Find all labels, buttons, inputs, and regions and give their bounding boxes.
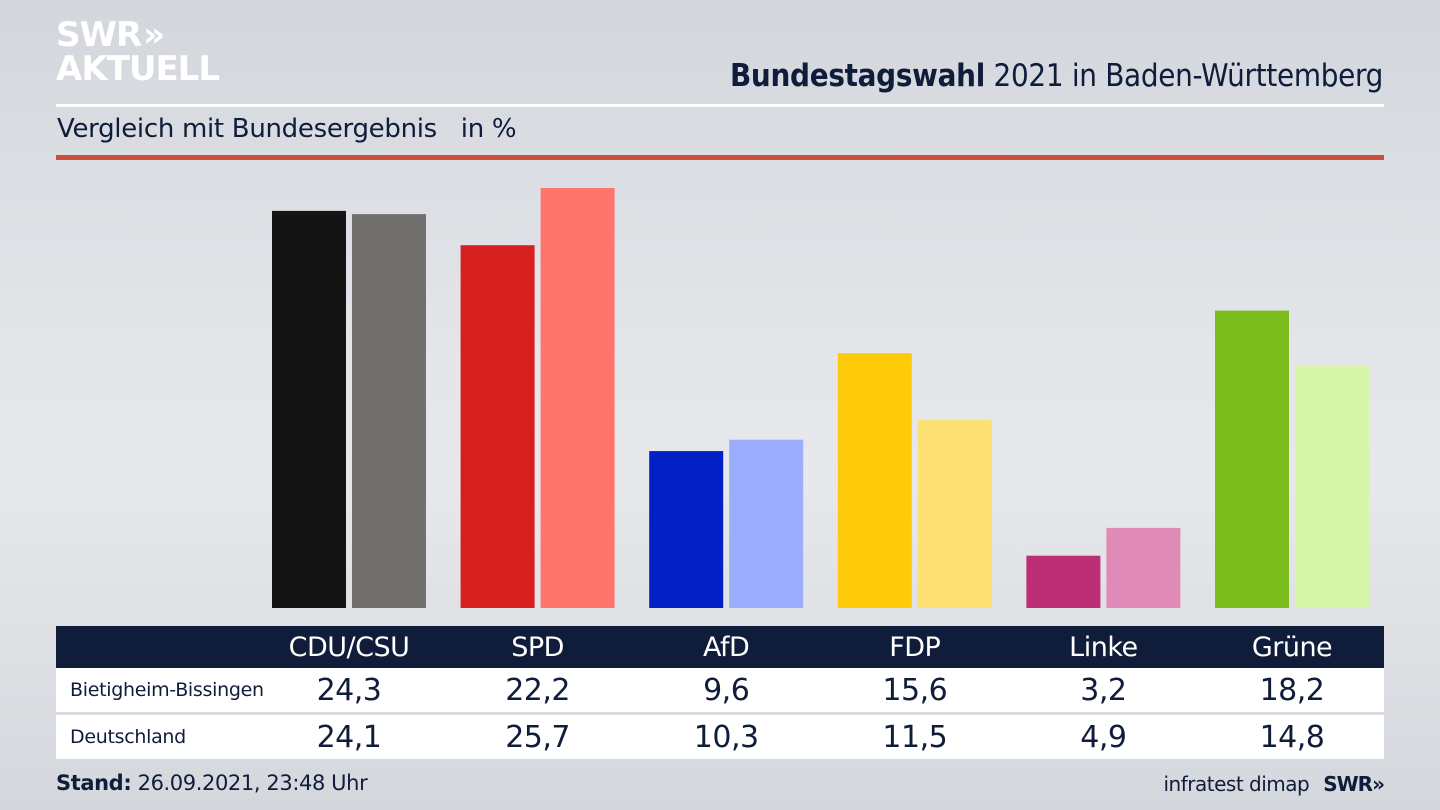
timestamp: Stand: 26.09.2021, 23:48 Uhr: [56, 771, 368, 795]
stand-value: 26.09.2021, 23:48 Uhr: [131, 771, 368, 795]
bar-linke-national: [1106, 527, 1181, 608]
column-header: CDU/CSU: [288, 631, 410, 663]
value-cell: 18,2: [1259, 672, 1325, 708]
value-cell: 24,3: [316, 672, 382, 708]
bar-linke-local: [1026, 555, 1101, 608]
value-cell: 11,5: [882, 719, 948, 755]
bar-spd-local: [460, 245, 535, 608]
title-rest: 2021 in Baden-Württemberg: [984, 58, 1384, 94]
value-cell: 10,3: [693, 719, 759, 755]
results-table: CDU/CSU SPD AfD FDP Linke Grüne Bietigheim-Bi…: [56, 626, 1384, 759]
logo-swr-text: SWR: [56, 15, 142, 55]
column-header: Grüne: [1251, 631, 1333, 663]
bar-grüne-local: [1215, 310, 1289, 608]
title-bold: Bundestagswahl: [729, 58, 985, 94]
value-cell: 24,1: [316, 719, 382, 755]
value-cell: 15,6: [882, 672, 948, 708]
source-credit: infratest dimap SWR»: [1164, 772, 1385, 796]
column-header: FDP: [889, 631, 941, 663]
swr-footer-logo: SWR»: [1323, 772, 1385, 796]
title-divider: [56, 104, 1384, 107]
value-cell: 22,2: [505, 672, 570, 708]
table-row: Bietigheim-Bissingen 24,3 22,2 9,6 15,6 3,2 18…: [56, 668, 1384, 712]
double-chevron-icon: »: [1372, 772, 1385, 796]
stand-label: Stand:: [56, 771, 132, 795]
bar-spd-national: [540, 188, 615, 608]
row-label: Bietigheim-Bissingen: [70, 679, 264, 701]
bar-cdu-csu-national: [352, 214, 426, 608]
bar-cdu-csu-local: [272, 210, 346, 608]
column-header: Linke: [1069, 631, 1138, 663]
page-title: Bundestagswahl 2021 in Baden-Württemberg: [730, 58, 1383, 94]
bar-chart: [272, 188, 1369, 608]
bar-grüne-national: [1295, 366, 1369, 608]
row-label: Deutschland: [70, 726, 186, 748]
logo-aktuell-text: AKTUELL: [56, 49, 220, 89]
column-header: SPD: [511, 631, 564, 663]
bar-fdp-local: [837, 353, 912, 608]
table-header-row: CDU/CSU SPD AfD FDP Linke Grüne: [56, 626, 1384, 668]
value-cell: 14,8: [1259, 719, 1325, 755]
bar-afd-national: [729, 439, 804, 608]
value-cell: 9,6: [703, 672, 750, 708]
value-cell: 3,2: [1080, 672, 1127, 708]
table-row: Deutschland 24,1 25,7 10,3 11,5 4,9 14,8: [56, 715, 1384, 759]
bar-afd-local: [649, 451, 724, 608]
value-cell: 4,9: [1080, 719, 1127, 755]
column-header: AfD: [703, 631, 750, 663]
value-cell: 25,7: [505, 719, 570, 755]
subtitle-divider: [56, 155, 1384, 160]
source-name: infratest dimap: [1163, 772, 1310, 796]
swr-footer-text: SWR: [1323, 772, 1373, 796]
chart-subtitle: Vergleich mit Bundesergebnis in %: [57, 114, 517, 144]
bar-fdp-national: [917, 420, 992, 608]
swr-aktuell-logo: SWR» AKTUELL: [56, 15, 220, 89]
